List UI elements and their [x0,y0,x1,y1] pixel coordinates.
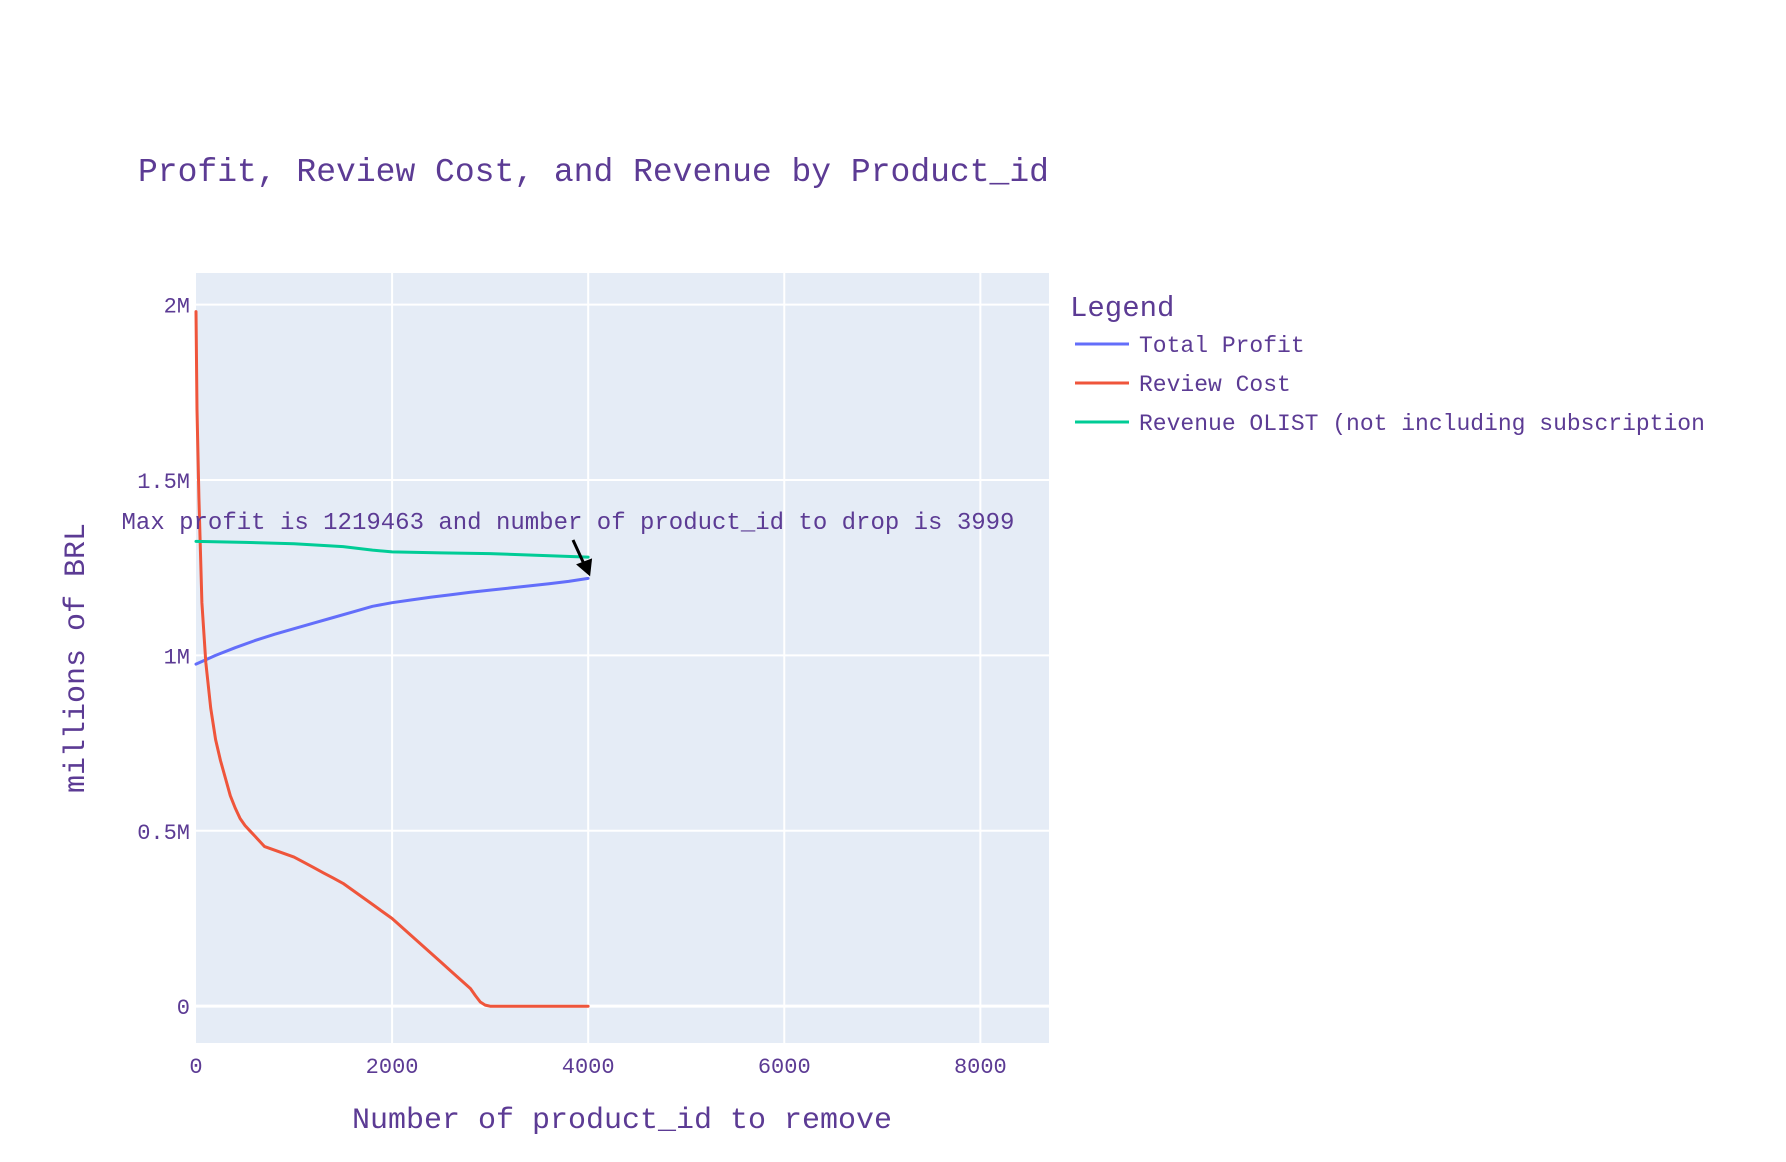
y-tick-label: 2M [164,295,190,320]
y-tick-label: 1.5M [137,470,190,495]
max-profit-annotation: Max profit is 1219463 and number of prod… [122,510,1015,577]
plot-area [196,273,1049,1043]
legend-entry-2[interactable]: Revenue OLIST (not including subscriptio… [1139,411,1705,437]
legend-entry-0[interactable]: Total Profit [1139,333,1305,359]
y-tick-label: 0.5M [137,821,190,846]
annotation-arrow-head [576,558,593,577]
series-line-1[interactable] [194,310,590,1008]
x-tick-label: 2000 [366,1055,419,1080]
y-tick-labels: 0 0.5M 1M 1.5M 2M [137,295,190,1022]
y-axis-label: millions of BRL [60,523,94,793]
x-tick-label: 8000 [954,1055,1007,1080]
legend-title: Legend [1070,292,1174,325]
legend: Legend Total Profit Review Cost Revenue OL… [1070,292,1705,437]
x-tick-label: 6000 [758,1055,811,1080]
grid-lines [196,273,1049,1043]
series-line-2[interactable] [194,539,590,559]
x-tick-labels: 0 2000 4000 6000 8000 [189,1055,1006,1080]
annotation-text: Max profit is 1219463 and number of prod… [122,510,1015,537]
y-tick-label: 1M [164,645,190,670]
x-tick-label: 0 [189,1055,202,1080]
series-line-0[interactable] [194,576,590,666]
series-lines [194,310,590,1008]
legend-entry-1[interactable]: Review Cost [1139,372,1291,398]
chart-title: Profit, Review Cost, and Revenue by Prod… [138,154,1049,191]
x-tick-label: 4000 [562,1055,615,1080]
x-axis-label: Number of product_id to remove [352,1104,892,1138]
y-tick-label: 0 [177,996,190,1021]
